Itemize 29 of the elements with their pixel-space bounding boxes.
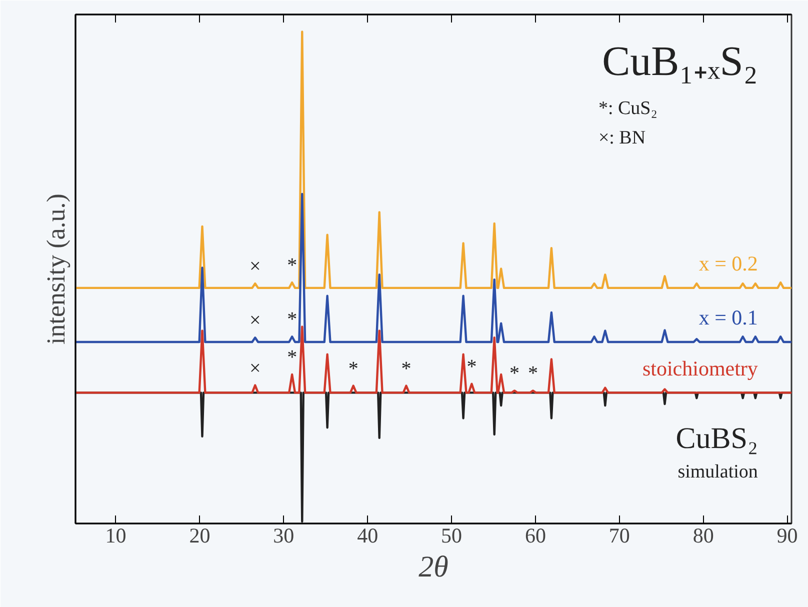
y-axis-title: intensity (a.u.) (42, 194, 70, 344)
annotation: × (249, 256, 261, 278)
annotation: * (510, 362, 520, 385)
chart-title: CuB₁₊ₓS₂ (602, 39, 758, 86)
series-label: x = 0.1 (698, 306, 758, 330)
annotation: * (287, 254, 298, 277)
annotation: × (249, 357, 261, 380)
x-tick-label: 10 (105, 524, 126, 548)
annotation: × (249, 310, 261, 332)
x-tick-label: 70 (608, 524, 630, 548)
x-tick-label: 90 (776, 524, 798, 548)
x-tick-label: 60 (524, 524, 546, 548)
x-tick-label: 80 (692, 524, 714, 548)
annotation: *: CuS₂ (598, 98, 658, 120)
x-axis-title: 2θ (418, 550, 449, 584)
annotation: * (401, 358, 412, 380)
x-tick-label: 50 (441, 524, 462, 548)
annotation: * (466, 356, 477, 378)
series-label: CuBS₂ simulation (676, 422, 758, 483)
annotation: * (287, 346, 298, 368)
annotation: * (528, 362, 538, 385)
annotation: * (287, 308, 298, 331)
series-label: x = 0.2 (698, 252, 758, 276)
x-tick-label: 40 (357, 524, 378, 548)
x-tick-label: 30 (273, 524, 294, 548)
annotation: ×: BN (598, 128, 646, 149)
annotation: * (348, 358, 358, 380)
series-label: stoichiometry (642, 356, 758, 380)
x-tick-label: 20 (189, 524, 210, 548)
